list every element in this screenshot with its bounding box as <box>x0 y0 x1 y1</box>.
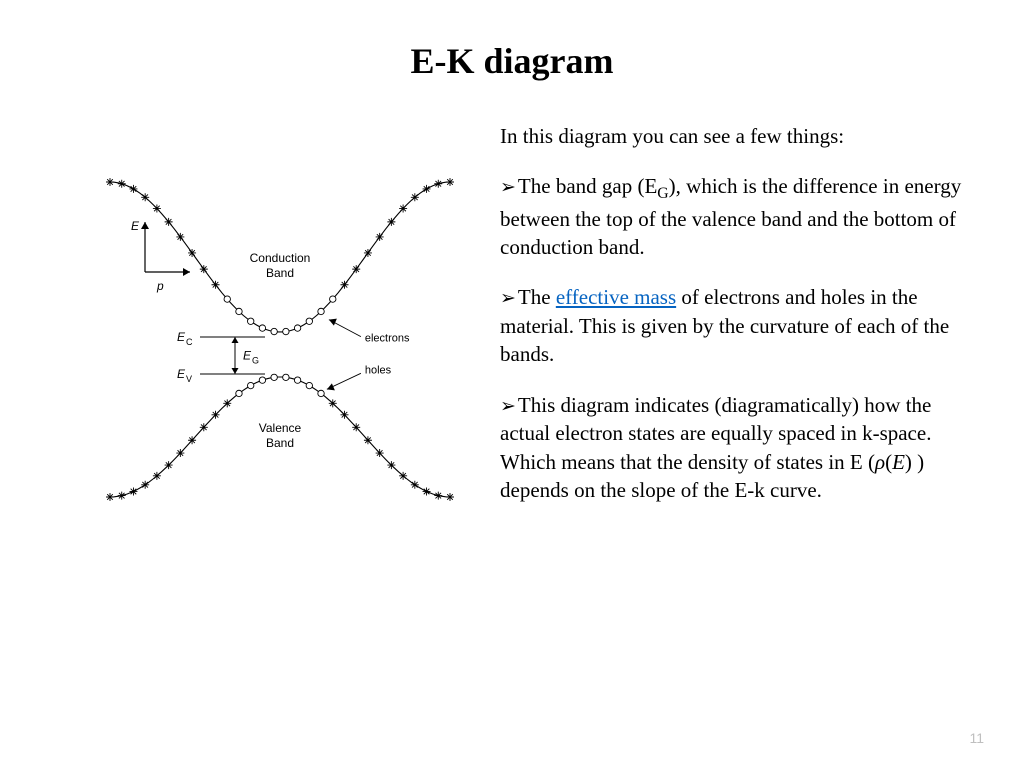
bullet-1: ➢The band gap (EG), which is the differe… <box>500 172 974 261</box>
svg-text:holes: holes <box>365 364 392 376</box>
bullet-2: ➢The effective mass of electrons and hol… <box>500 283 974 368</box>
svg-text:electrons: electrons <box>365 333 410 345</box>
b3-e: E <box>892 450 905 474</box>
svg-text:V: V <box>186 374 192 384</box>
content-row: EpConductionBandValenceBandECEVEGelectro… <box>50 122 974 547</box>
bullet-arrow-icon: ➢ <box>500 288 516 309</box>
b1-pre: The band gap (E <box>518 174 657 198</box>
svg-text:Band: Band <box>266 266 294 280</box>
bullet-3: ➢This diagram indicates (diagramatically… <box>500 391 974 505</box>
b3-rho: ρ <box>875 450 885 474</box>
svg-text:Valence: Valence <box>259 421 302 435</box>
intro-text: In this diagram you can see a few things… <box>500 122 974 150</box>
b1-sub: G <box>657 186 668 203</box>
effective-mass-link[interactable]: effective mass <box>556 285 676 309</box>
bullet-arrow-icon: ➢ <box>500 177 516 198</box>
svg-text:E: E <box>243 349 252 363</box>
b2-pre: The <box>518 285 556 309</box>
svg-text:C: C <box>186 337 193 347</box>
bullet-arrow-icon: ➢ <box>500 396 516 417</box>
svg-text:E: E <box>131 219 140 233</box>
text-column: In this diagram you can see a few things… <box>500 122 974 526</box>
svg-text:E: E <box>177 367 186 381</box>
b3-pre: This diagram indicates (diagramatically)… <box>500 393 931 474</box>
svg-text:Conduction: Conduction <box>250 251 311 265</box>
page-number: 11 <box>969 730 984 746</box>
ek-diagram: EpConductionBandValenceBandECEVEGelectro… <box>50 142 470 542</box>
slide: E-K diagram EpConductionBandValenceBandE… <box>0 0 1024 768</box>
svg-text:E: E <box>177 330 186 344</box>
svg-text:G: G <box>252 356 259 366</box>
svg-text:Band: Band <box>266 436 294 450</box>
slide-title: E-K diagram <box>50 40 974 82</box>
diagram-column: EpConductionBandValenceBandECEVEGelectro… <box>50 122 470 547</box>
svg-text:p: p <box>156 279 164 293</box>
